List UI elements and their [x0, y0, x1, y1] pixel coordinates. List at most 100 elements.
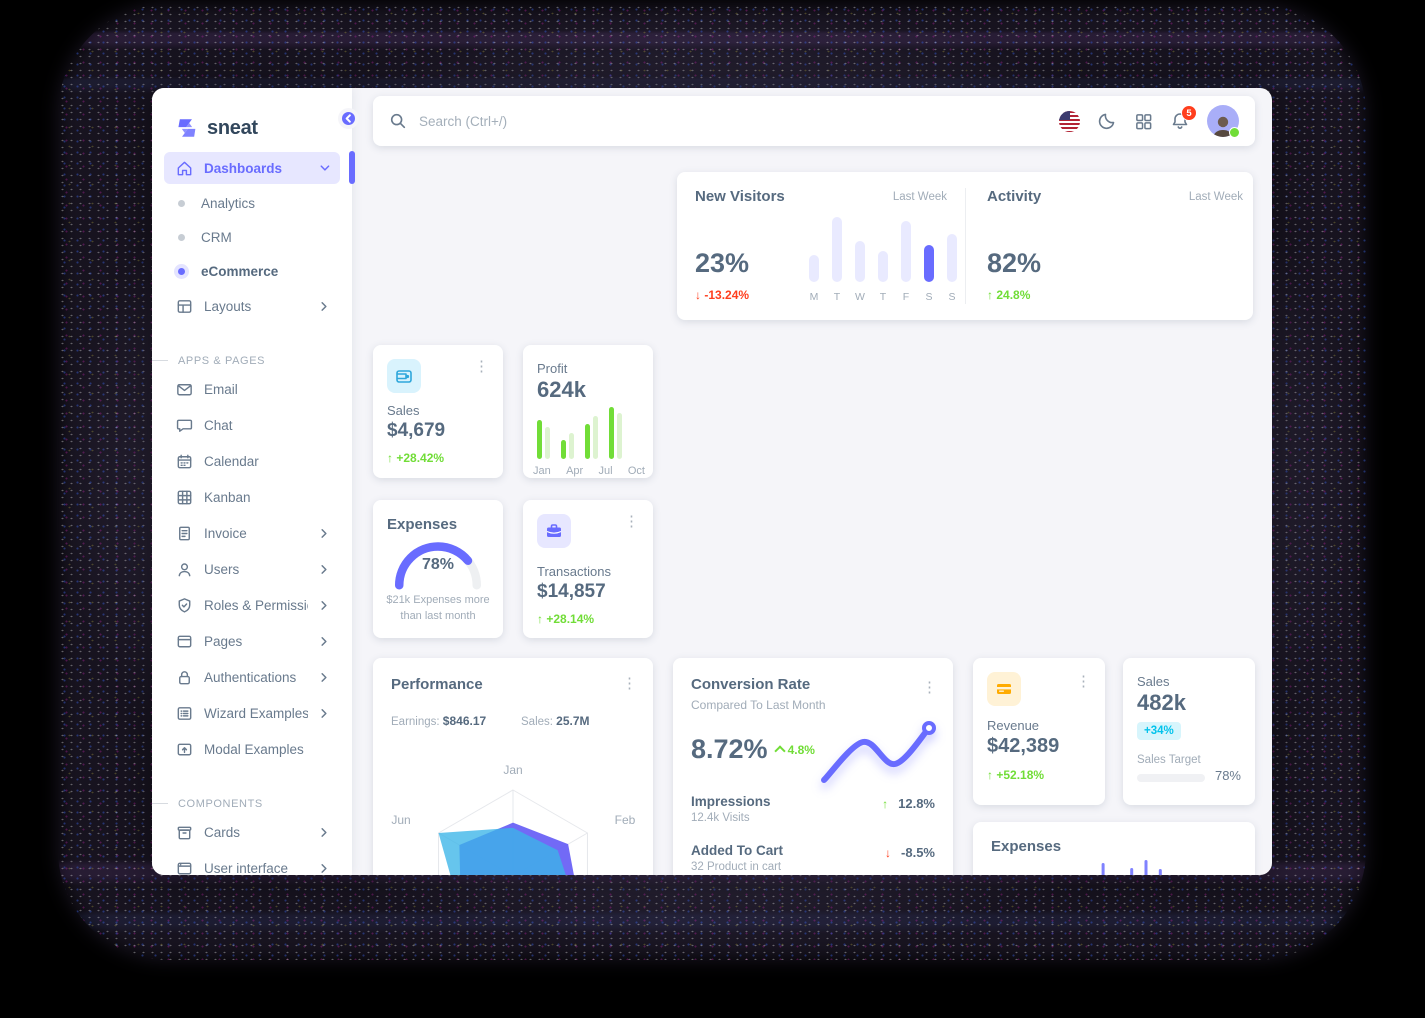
conversion-card-menu[interactable]: ⋮	[922, 679, 937, 696]
sales-change: ↑ +28.42%	[387, 451, 445, 465]
brand-name: sneat	[207, 116, 258, 139]
chevron-right-icon	[318, 563, 330, 575]
revenue-change: ↑ +52.18%	[987, 768, 1045, 782]
sales-label: Sales	[387, 403, 420, 418]
day-label: T	[879, 291, 887, 303]
visitors-bar-T	[878, 251, 888, 282]
online-status-dot	[1229, 127, 1240, 138]
day-label: W	[855, 291, 865, 303]
conversion-value-row: 8.72% 4.8%	[691, 734, 815, 765]
active-route-indicator	[349, 151, 355, 184]
credit-card-icon	[987, 672, 1021, 706]
lock-icon	[174, 667, 194, 687]
impressions-change: ↑ 12.8%	[882, 796, 935, 811]
arrow-up-icon: ↑	[987, 768, 993, 782]
arrow-up-icon: ↑	[882, 796, 889, 811]
sidebar-item-invoice[interactable]: Invoice	[164, 517, 340, 549]
search-box[interactable]	[389, 112, 1059, 130]
moon-icon[interactable]	[1097, 111, 1117, 131]
sidebar-item-chat[interactable]: Chat	[164, 409, 340, 441]
sales-card: ⋮ Sales $4,679 ↑ +28.42%	[373, 345, 503, 478]
sidebar-item-calendar[interactable]: Calendar	[164, 445, 340, 477]
sidebar-item-roles-permissions[interactable]: Roles & Permissions	[164, 589, 340, 621]
arrow-up-icon: ↑	[987, 288, 993, 302]
performance-card: Performance ⋮ Earnings: $846.17 Sales: 2…	[373, 658, 653, 875]
shortcuts-grid-icon[interactable]	[1134, 112, 1153, 131]
transactions-change: ↑ +28.14%	[537, 612, 595, 626]
sidebar-menu: Dashboards Analytics CRM eCommerce Layouts AP…	[152, 152, 352, 875]
new-visitors-value: 23%	[695, 248, 750, 278]
search-icon	[390, 113, 406, 129]
profit-card: Profit 624k Jan Apr Jul Oct	[523, 345, 653, 478]
card-divider	[965, 188, 966, 304]
activity-period: Last Week	[1188, 191, 1243, 203]
briefcase-icon	[537, 514, 571, 548]
sidebar-item-user-interface[interactable]: User interface	[164, 852, 340, 875]
chevron-left-icon	[345, 114, 351, 123]
sidebar-item-ecommerce[interactable]: eCommerce	[164, 256, 340, 286]
search-input[interactable]	[417, 112, 741, 130]
sidebar-item-authentications[interactable]: Authentications	[164, 661, 340, 693]
bullet-dot-icon	[178, 199, 185, 207]
notifications-button[interactable]: 5	[1170, 105, 1197, 131]
sidebar-item-pages[interactable]: Pages	[164, 625, 340, 657]
visitors-activity-card: New Visitors Last Week 23% ↓ -13.24% M T W…	[677, 172, 1253, 320]
performance-title: Performance	[391, 676, 483, 693]
expenses-bottom-card: Expenses	[973, 822, 1255, 875]
wizard-icon	[174, 703, 194, 723]
email-icon	[174, 379, 194, 399]
chevron-right-icon	[318, 300, 330, 312]
layout-icon	[174, 296, 194, 316]
avatar-photo	[1207, 105, 1239, 137]
activity-change: ↑ 24.8%	[987, 288, 1031, 302]
sidebar-item-layouts[interactable]: Layouts	[164, 290, 340, 322]
calendar-icon	[174, 451, 194, 471]
profit-bar	[609, 407, 614, 459]
user-avatar[interactable]	[1207, 105, 1240, 138]
sales-target-title: Sales	[1137, 674, 1170, 689]
sidebar-item-crm[interactable]: CRM	[164, 222, 340, 252]
visitors-bar-T	[832, 217, 842, 282]
wallet-icon	[387, 359, 421, 393]
arrow-down-icon: ↓	[885, 845, 892, 860]
sidebar-item-wizard-examples[interactable]: Wizard Examples	[164, 697, 340, 729]
profit-x-label: Oct	[627, 465, 645, 477]
transactions-card-menu[interactable]: ⋮	[624, 513, 639, 530]
expenses-note: $21k Expenses more than last month	[386, 594, 490, 622]
sidebar-item-kanban[interactable]: Kanban	[164, 481, 340, 513]
brand[interactable]: sneat	[152, 88, 352, 148]
revenue-value: $42,389	[987, 735, 1060, 757]
sidebar-item-users[interactable]: Users	[164, 553, 340, 585]
added-to-cart-change: ↓ -8.5%	[885, 845, 935, 860]
section-divider	[152, 360, 168, 361]
chevron-right-icon	[318, 826, 330, 838]
day-label: S	[925, 291, 933, 303]
chevron-right-icon	[318, 671, 330, 683]
new-visitors-change: ↓ -13.24%	[695, 288, 750, 302]
sales-card-menu[interactable]: ⋮	[474, 358, 489, 375]
sidebar-item-modal-examples[interactable]: Modal Examples	[164, 733, 340, 765]
sales-target-card: Sales 482k +34% Sales Target 78%	[1123, 658, 1255, 805]
sidebar-item-email[interactable]: Email	[164, 373, 340, 405]
conversion-title: Conversion Rate	[691, 676, 811, 693]
sidebar-collapse-button[interactable]	[338, 108, 359, 129]
performance-card-menu[interactable]: ⋮	[622, 675, 637, 692]
profit-bar	[545, 427, 550, 459]
ui-icon	[174, 858, 194, 875]
sales-target-badge: +34%	[1137, 722, 1181, 740]
new-visitors-panel: New Visitors Last Week 23% ↓ -13.24% M T W…	[677, 172, 965, 320]
conversion-rate-card: Conversion Rate Compared To Last Month ⋮…	[673, 658, 953, 875]
revenue-card-menu[interactable]: ⋮	[1076, 673, 1091, 690]
home-icon	[174, 158, 194, 178]
day-label: T	[833, 291, 841, 303]
sidebar-item-analytics[interactable]: Analytics	[164, 188, 340, 218]
profit-bar-group-Jul	[585, 416, 598, 459]
sidebar-item-dashboards[interactable]: Dashboards	[164, 152, 340, 184]
visitors-bar-F	[901, 221, 911, 282]
chevron-right-icon	[318, 527, 330, 539]
sidebar-item-cards[interactable]: Cards	[164, 816, 340, 848]
profit-bar	[537, 420, 542, 459]
us-flag-icon[interactable]	[1059, 110, 1080, 132]
profit-bar	[585, 424, 590, 459]
